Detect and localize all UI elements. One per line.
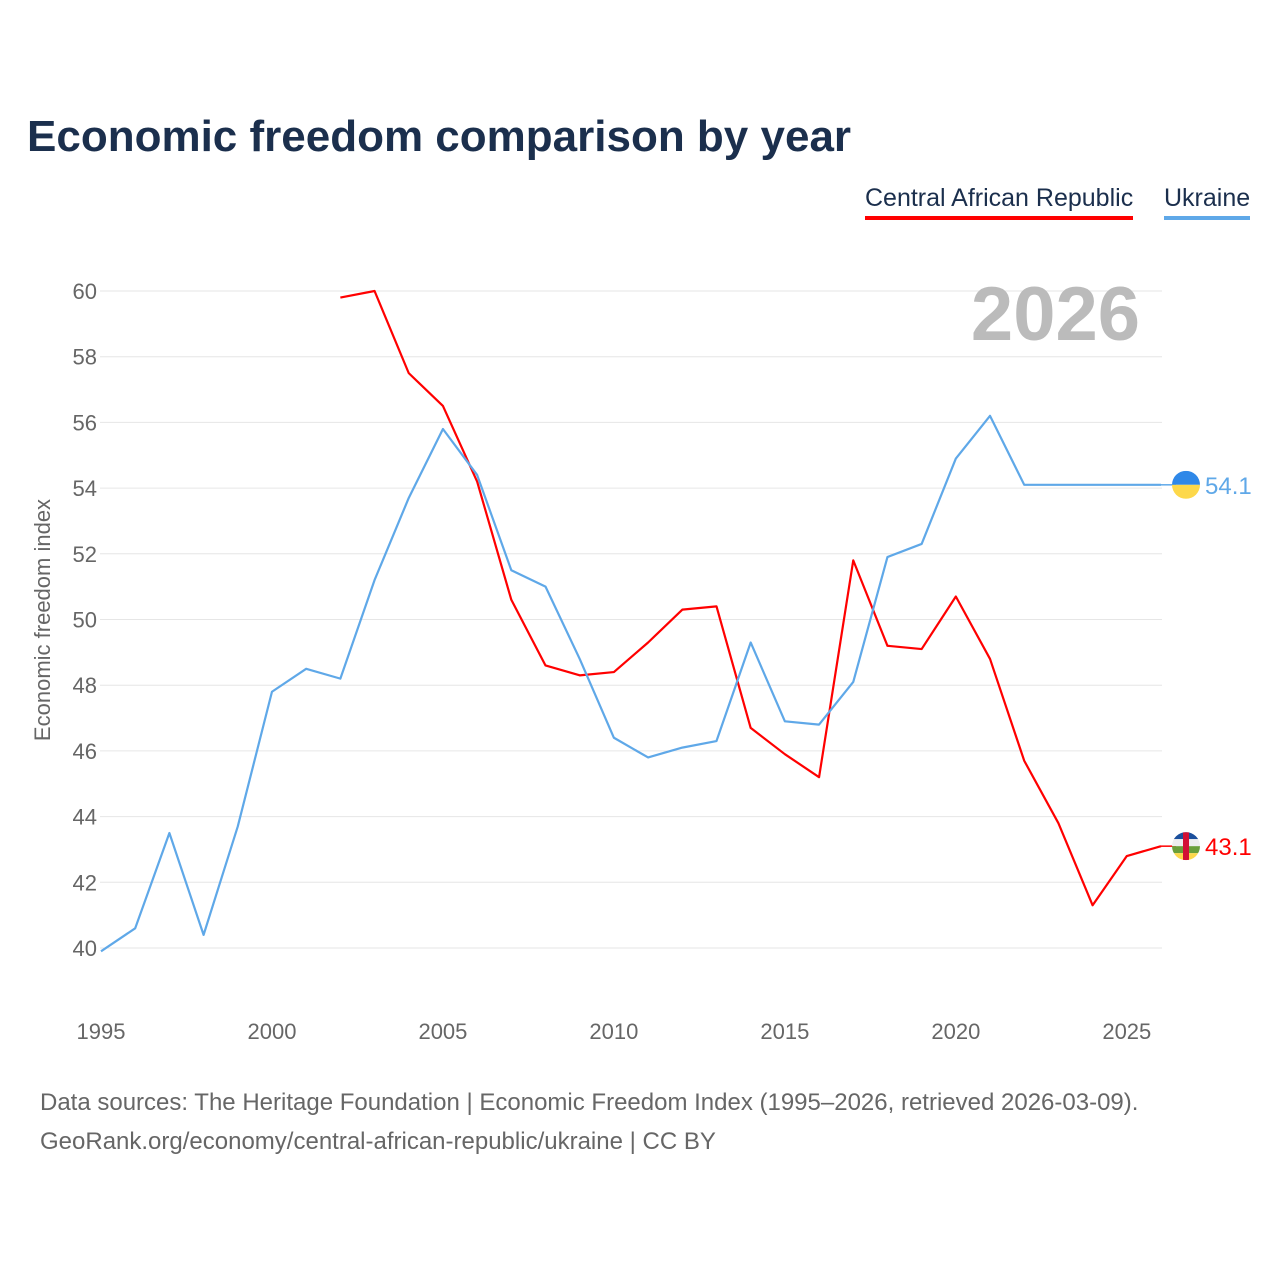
source-line-1: Data sources: The Heritage Foundation | … [40,1089,1139,1116]
end-value-label: 54.1 [1205,473,1252,500]
y-tick-label: 52 [73,542,97,567]
y-tick-label: 46 [73,739,97,764]
y-axis-label: Economic freedom index [30,499,55,741]
x-tick-label: 2000 [247,1019,296,1044]
chart-title: Economic freedom comparison by year [27,112,852,161]
y-tick-label: 58 [73,345,97,370]
y-tick-label: 40 [73,936,97,961]
year-label: 2026 [971,272,1140,357]
central-african-republic-flag-icon [1172,832,1200,861]
x-tick-label: 2020 [931,1019,980,1044]
y-tick-label: 42 [73,870,97,895]
end-value-label: 43.1 [1205,834,1252,861]
y-tick-label: 56 [73,410,97,435]
y-tick-label: 60 [73,279,97,304]
ukraine-flag-icon [1172,470,1200,499]
y-tick-label: 44 [73,805,97,830]
series-line-car [340,289,1162,907]
x-tick-label: 1995 [77,1019,126,1044]
legend-central-african-republic[interactable]: Central African Republic [865,184,1134,220]
y-tick-label: 54 [73,476,97,501]
x-tick-label: 2010 [589,1019,638,1044]
x-tick-label: 2015 [760,1019,809,1044]
source-line-2: GeoRank.org/economy/central-african-repu… [40,1128,716,1155]
y-tick-label: 48 [73,673,97,698]
series-line-ukraine [100,414,1161,953]
y-tick-label: 50 [73,608,97,633]
x-tick-label: 2025 [1102,1019,1151,1044]
legend-ukraine[interactable]: Ukraine [1164,184,1251,220]
x-tick-label: 2005 [418,1019,467,1044]
